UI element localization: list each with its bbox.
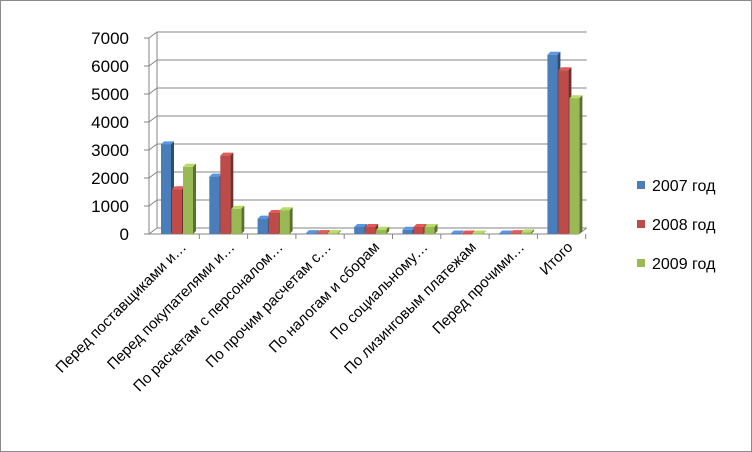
gridline <box>148 115 587 123</box>
gridline <box>148 31 587 39</box>
legend: 2007 год 2008 год 2009 год <box>637 178 716 273</box>
bar <box>279 207 293 234</box>
y-tick-label: 5000 <box>91 85 129 104</box>
y-tick-label: 7000 <box>91 29 129 48</box>
bar <box>521 229 535 234</box>
bar <box>327 230 341 235</box>
bars <box>161 51 583 235</box>
bar <box>461 230 475 235</box>
y-tick-label: 6000 <box>91 57 129 76</box>
bar <box>569 95 583 234</box>
legend-label: 2008 год <box>652 217 716 234</box>
bar <box>424 224 438 234</box>
bar <box>450 230 464 235</box>
gridline <box>148 87 587 95</box>
bar <box>472 230 486 235</box>
bar <box>316 230 330 235</box>
bar <box>376 226 390 234</box>
legend-swatch <box>637 259 645 267</box>
category-label: Перед прочими… <box>429 239 528 338</box>
category-label: Итого <box>537 239 577 279</box>
legend-swatch <box>637 220 645 228</box>
legend-swatch <box>637 181 645 189</box>
y-tick-label: 3000 <box>91 141 129 160</box>
y-tick-label: 4000 <box>91 113 129 132</box>
bar <box>231 205 245 234</box>
y-axis-ticks: 0 1000 2000 3000 4000 5000 6000 7000 <box>91 29 149 244</box>
x-axis-categories: Перед поставщиками и…Перед покупателями … <box>52 239 576 395</box>
gridline <box>148 59 587 67</box>
legend-label: 2007 год <box>652 178 716 195</box>
bar <box>183 163 196 234</box>
y-tick-label: 0 <box>120 225 129 244</box>
gridline <box>148 143 587 151</box>
legend-label: 2009 год <box>652 256 716 273</box>
bar <box>499 230 513 235</box>
y-tick-label: 2000 <box>91 169 129 188</box>
y-tick-label: 1000 <box>91 197 129 216</box>
bar <box>305 230 319 235</box>
